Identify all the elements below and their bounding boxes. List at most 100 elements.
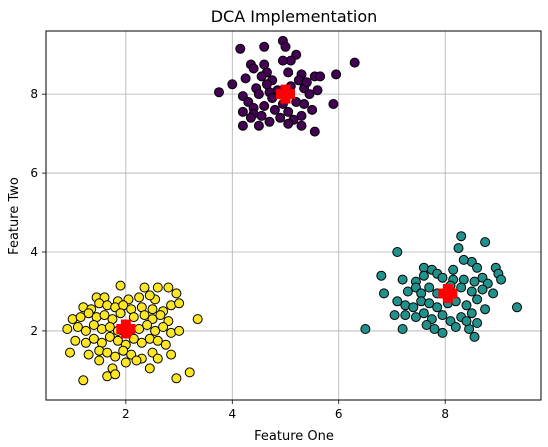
data-point-cluster-1 (261, 79, 272, 90)
data-point-cluster-2 (480, 237, 491, 248)
data-point-cluster-3 (83, 349, 94, 360)
chart-title: DCA Implementation (211, 7, 378, 26)
data-point-cluster-1 (248, 63, 259, 74)
data-point-cluster-3 (88, 333, 99, 344)
x-tick-label: 6 (335, 407, 343, 421)
data-point-cluster-2 (466, 286, 477, 297)
data-point-cluster-1 (256, 110, 267, 121)
data-point-cluster-1 (253, 89, 264, 100)
data-point-cluster-1 (312, 85, 323, 96)
data-point-cluster-3 (134, 292, 145, 303)
data-point-cluster-2 (456, 282, 467, 293)
data-point-cluster-3 (150, 325, 161, 336)
data-point-cluster-3 (70, 335, 81, 346)
data-point-cluster-1 (264, 116, 275, 127)
data-point-cluster-1 (283, 118, 294, 129)
data-point-cluster-2 (418, 308, 429, 319)
data-point-cluster-1 (253, 120, 264, 131)
data-point-cluster-2 (472, 318, 483, 328)
data-point-cluster-3 (136, 337, 147, 348)
centroid-markers (116, 84, 458, 339)
data-point-cluster-3 (192, 314, 203, 325)
centroid-marker (276, 84, 296, 104)
centroid-marker-shape (438, 283, 458, 303)
data-point-cluster-2 (408, 302, 419, 313)
data-point-cluster-2 (429, 324, 440, 334)
data-point-cluster-1 (301, 77, 312, 88)
data-point-cluster-2 (488, 288, 499, 299)
y-axis-label: Feature Two (7, 177, 22, 255)
data-point-cluster-3 (83, 308, 94, 319)
data-point-cluster-1 (256, 71, 267, 82)
data-point-cluster-2 (437, 272, 448, 283)
data-point-cluster-1 (237, 106, 248, 117)
data-point-cluster-3 (65, 347, 75, 358)
data-point-cluster-2 (472, 294, 483, 305)
data-point-cluster-3 (152, 335, 163, 346)
data-point-cluster-3 (144, 363, 155, 374)
data-point-cluster-1 (307, 104, 318, 115)
data-point-cluster-2 (456, 231, 467, 242)
data-point-cluster-2 (389, 310, 400, 321)
data-point-cluster-2 (376, 270, 387, 281)
y-tick-label: 8 (30, 87, 38, 101)
data-point-cluster-2 (437, 310, 448, 321)
data-point-cluster-2 (402, 286, 413, 297)
data-point-cluster-3 (166, 349, 177, 360)
data-point-cluster-3 (80, 325, 91, 336)
data-point-cluster-3 (155, 310, 166, 321)
data-point-cluster-2 (397, 274, 408, 285)
data-point-cluster-2 (496, 274, 507, 285)
data-point-cluster-2 (458, 254, 469, 265)
data-point-cluster-2 (437, 327, 448, 338)
data-point-cluster-1 (331, 69, 342, 80)
data-point-cluster-3 (115, 308, 126, 319)
centroid-marker (116, 319, 136, 339)
data-point-cluster-3 (158, 322, 169, 332)
data-point-cluster-1 (280, 41, 291, 52)
data-point-cluster-3 (139, 310, 150, 321)
data-point-cluster-1 (328, 99, 339, 109)
x-tick-label: 8 (441, 407, 449, 421)
data-point-cluster-3 (128, 312, 139, 323)
data-point-cluster-3 (99, 310, 110, 321)
data-point-cluster-2 (469, 331, 480, 342)
data-point-cluster-1 (214, 87, 224, 98)
data-point-cluster-2 (472, 262, 483, 273)
data-point-cluster-2 (397, 324, 408, 334)
x-tick-label: 2 (122, 407, 130, 421)
data-point-cluster-3 (171, 288, 182, 299)
data-point-cluster-1 (237, 120, 248, 131)
data-point-cluster-2 (360, 324, 371, 334)
data-point-cluster-1 (309, 126, 320, 137)
data-point-cluster-2 (392, 247, 403, 257)
y-tick-label: 4 (30, 245, 38, 259)
centroid-marker-shape (276, 84, 296, 104)
data-point-cluster-3 (139, 282, 150, 293)
data-point-cluster-3 (163, 282, 174, 293)
data-point-cluster-3 (80, 337, 91, 348)
data-point-cluster-1 (296, 120, 307, 131)
data-point-cluster-1 (304, 89, 315, 100)
data-point-cluster-3 (110, 369, 121, 380)
data-point-cluster-1 (267, 93, 278, 104)
data-point-cluster-3 (120, 357, 131, 368)
data-point-cluster-3 (102, 347, 113, 358)
data-point-cluster-2 (461, 316, 472, 327)
data-point-cluster-3 (144, 290, 155, 301)
data-point-cluster-2 (512, 302, 522, 313)
data-point-cluster-3 (104, 322, 115, 332)
data-point-cluster-3 (112, 335, 123, 346)
data-point-cluster-3 (118, 345, 129, 356)
data-point-cluster-3 (62, 324, 73, 334)
data-point-cluster-2 (424, 282, 435, 293)
data-point-cluster-1 (259, 101, 270, 111)
data-point-cluster-1 (277, 55, 288, 66)
data-point-cluster-3 (75, 312, 86, 323)
data-point-cluster-2 (418, 270, 429, 281)
data-point-cluster-2 (400, 310, 411, 321)
data-point-cluster-1 (235, 43, 246, 54)
data-point-cluster-3 (104, 331, 115, 342)
data-point-cluster-3 (184, 367, 195, 378)
